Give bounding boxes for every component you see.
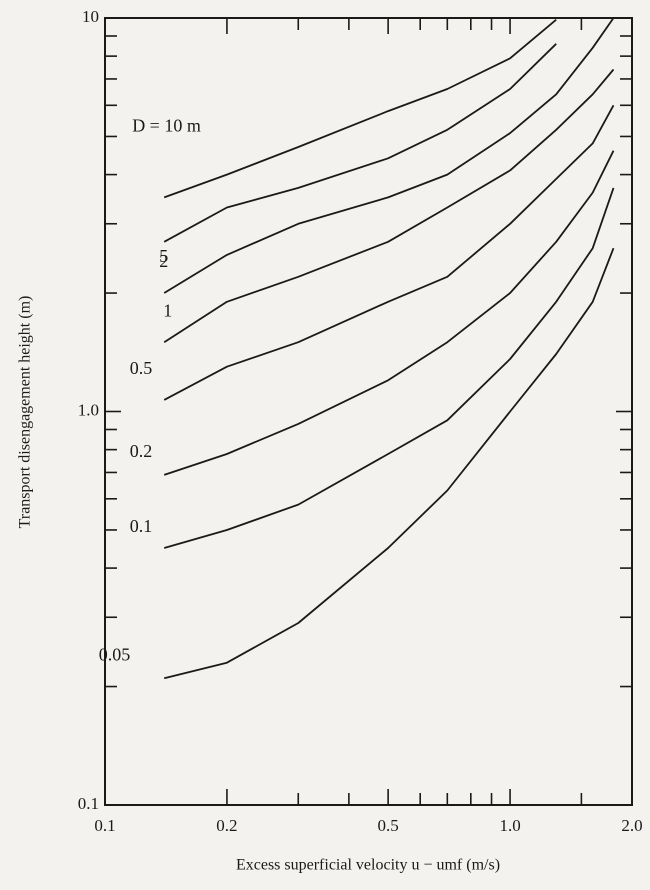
x-tick-label: 0.2	[216, 816, 237, 835]
plot-frame	[105, 18, 632, 805]
curve-label: D = 10 m	[132, 116, 201, 136]
y-axis-title: Transport disengagement height (m)	[17, 296, 34, 529]
chart: Excess superficial velocity u − umf (m/s…	[0, 0, 650, 890]
curve	[164, 248, 613, 678]
x-tick-label: 0.5	[378, 816, 399, 835]
y-tick-label: 0.1	[78, 794, 99, 813]
curve	[164, 44, 556, 242]
curve	[164, 20, 556, 198]
y-tick-label: 1.0	[78, 400, 99, 419]
curves	[164, 18, 613, 678]
curve-label: 0.2	[130, 441, 153, 461]
x-tick-label: 0.1	[94, 816, 115, 835]
x-tick-label: 1.0	[499, 816, 520, 835]
curve	[164, 151, 613, 475]
x-tick-label: 2.0	[621, 816, 642, 835]
y-tick-label: 10	[82, 7, 99, 26]
x-axis-title: Excess superficial velocity u − umf (m/s…	[236, 857, 500, 874]
curve-label: 0.05	[99, 644, 131, 664]
curve-label: 1	[163, 300, 172, 320]
curve-label: 2	[159, 251, 168, 271]
curve-label: 0.5	[130, 358, 153, 378]
curve-label: 0.1	[130, 516, 153, 536]
